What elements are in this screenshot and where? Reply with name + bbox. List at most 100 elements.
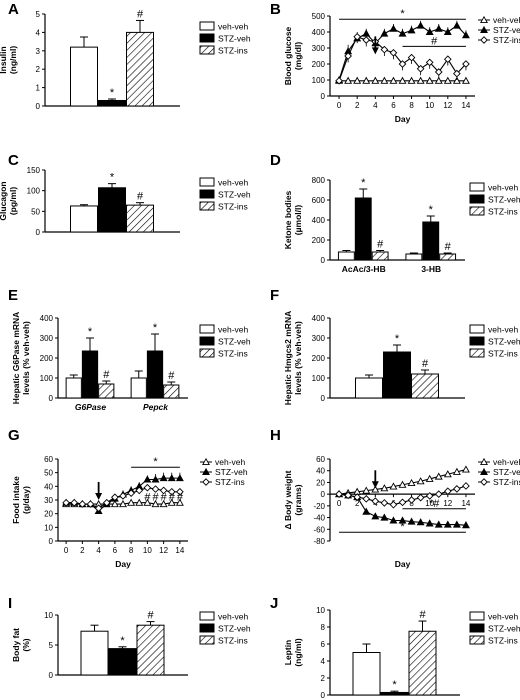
y-tick-label: 20 bbox=[316, 478, 325, 487]
data-point-veh-veh bbox=[389, 76, 398, 84]
y-tick-label: 2 bbox=[321, 674, 326, 683]
data-point-veh-veh bbox=[371, 485, 380, 493]
y-tick-label: 400 bbox=[312, 314, 326, 323]
significance-mark: # bbox=[152, 491, 159, 503]
y-axis-units: (ng/ml) bbox=[293, 638, 303, 666]
y-tick-label: 4 bbox=[36, 28, 41, 37]
y-tick-label: 150 bbox=[27, 166, 41, 175]
legend-marker-STZ-veh bbox=[480, 25, 488, 34]
data-point-STZ-veh bbox=[461, 31, 470, 39]
data-point-STZ-veh bbox=[398, 29, 407, 37]
x-tick-label: 2 bbox=[80, 546, 85, 555]
y-axis-units: levels (% veh-veh) bbox=[293, 321, 303, 395]
legend-label-veh-veh: veh-veh bbox=[493, 457, 520, 467]
data-point-STZ-ins bbox=[443, 487, 452, 496]
bar-STZ-veh bbox=[81, 350, 99, 399]
bar-STZ-ins bbox=[163, 384, 180, 399]
y-tick-label: -80 bbox=[313, 537, 325, 546]
data-point-STZ-ins bbox=[453, 69, 461, 78]
bar-veh-veh bbox=[70, 46, 98, 107]
panel-A: A 0 1 2 3 4 5 Insulin (ng/ml) * # bbox=[0, 1, 180, 111]
y-axis-label: Food intake bbox=[11, 476, 21, 524]
y-tick-label: 3 bbox=[36, 47, 41, 56]
significance-mark: # bbox=[422, 358, 429, 370]
significance-mark: * bbox=[110, 87, 115, 99]
y-tick-label: 400 bbox=[40, 314, 54, 323]
legend-swatch-STZ-ins bbox=[469, 635, 485, 645]
y-tick-label: 600 bbox=[312, 196, 326, 205]
data-point-STZ-veh bbox=[416, 21, 425, 29]
legend-label-STZ-veh: STZ-veh bbox=[218, 337, 251, 347]
x-tick-label: 0 bbox=[337, 499, 342, 508]
data-point-STZ-veh bbox=[371, 512, 380, 520]
legend-label-STZ-ins: STZ-ins bbox=[218, 349, 248, 359]
bar-STZ-veh bbox=[98, 99, 126, 107]
legend-label-STZ-veh: STZ-veh bbox=[488, 624, 520, 634]
data-point-STZ-veh bbox=[380, 29, 389, 37]
y-tick-label: 0 bbox=[49, 671, 54, 680]
category-label: Pepck bbox=[143, 402, 169, 412]
legend-marker-veh-veh bbox=[480, 457, 488, 466]
y-tick-label: 40 bbox=[44, 482, 53, 491]
bar-STZ-veh bbox=[108, 648, 137, 676]
y-tick-label: 200 bbox=[312, 354, 326, 363]
panel-B: B 0 100 200 300 400 500 Blood glucose (mg/dl) 0 2 4… bbox=[270, 1, 475, 124]
legend-label-STZ-ins: STZ-ins bbox=[215, 477, 245, 487]
legend-swatch-veh-veh bbox=[199, 21, 215, 31]
y-tick-label: 100 bbox=[27, 187, 41, 196]
legend-label-veh-veh: veh-veh bbox=[215, 457, 246, 467]
y-axis-units: (mg/dl) bbox=[293, 42, 303, 70]
significance-mark: # bbox=[169, 491, 176, 503]
y-tick-label: 0 bbox=[321, 92, 326, 101]
y-axis-units: (grams) bbox=[293, 484, 303, 515]
legend-label-STZ-veh: STZ-veh bbox=[218, 190, 251, 200]
x-tick-label: 14 bbox=[175, 546, 184, 555]
data-point-STZ-ins bbox=[434, 68, 443, 76]
legend-marker-STZ-ins bbox=[202, 478, 210, 486]
x-tick-label: 6 bbox=[391, 101, 396, 110]
bar-veh-veh bbox=[405, 253, 423, 261]
y-tick-label: 100 bbox=[312, 76, 326, 85]
significance-mark: # bbox=[431, 35, 438, 47]
data-point-STZ-veh bbox=[159, 474, 168, 482]
data-point-STZ-veh bbox=[416, 518, 425, 526]
x-tick-label: 0 bbox=[64, 546, 69, 555]
x-tick-label: 8 bbox=[409, 101, 414, 110]
data-point-veh-veh bbox=[461, 76, 470, 84]
y-tick-label: 10 bbox=[316, 606, 325, 615]
data-point-STZ-ins bbox=[462, 60, 470, 68]
y-tick-label: 10 bbox=[44, 611, 53, 620]
legend-label-STZ-veh: STZ-veh bbox=[488, 337, 520, 347]
y-tick-label: 5 bbox=[49, 641, 54, 650]
legend-marker-STZ-veh bbox=[202, 467, 210, 476]
bar-STZ-ins bbox=[126, 204, 154, 233]
significance-mark: # bbox=[445, 241, 452, 253]
data-point-veh-veh bbox=[362, 486, 371, 494]
data-point-STZ-ins bbox=[407, 53, 416, 62]
data-point-STZ-veh bbox=[461, 521, 470, 529]
y-tick-label: 60 bbox=[316, 455, 325, 464]
y-tick-label: 0 bbox=[36, 102, 41, 111]
data-point-STZ-ins bbox=[425, 58, 434, 67]
data-point-veh-veh bbox=[167, 498, 176, 506]
category-label: G6Pase bbox=[75, 402, 106, 412]
significance-mark: * bbox=[400, 521, 405, 533]
legend-swatch-STZ-veh bbox=[469, 194, 485, 204]
data-point-veh-veh bbox=[416, 477, 425, 485]
bar-STZ-ins bbox=[126, 31, 154, 107]
y-tick-label: 0 bbox=[49, 537, 54, 546]
y-tick-label: 200 bbox=[40, 354, 54, 363]
x-tick-label: 4 bbox=[373, 101, 378, 110]
y-tick-label: 300 bbox=[312, 44, 326, 53]
data-point-STZ-ins bbox=[353, 32, 362, 41]
bar-veh-veh bbox=[352, 652, 381, 696]
legend-label-veh-veh: veh-veh bbox=[218, 612, 249, 622]
data-point-STZ-ins bbox=[135, 486, 144, 495]
y-axis-label: Glucagon bbox=[0, 181, 8, 220]
bar-STZ-ins bbox=[411, 373, 439, 399]
y-tick-label: 0 bbox=[36, 228, 41, 237]
bar-STZ-veh bbox=[383, 351, 411, 399]
data-point-STZ-ins bbox=[62, 498, 70, 507]
x-tick-label: 2 bbox=[355, 101, 360, 110]
